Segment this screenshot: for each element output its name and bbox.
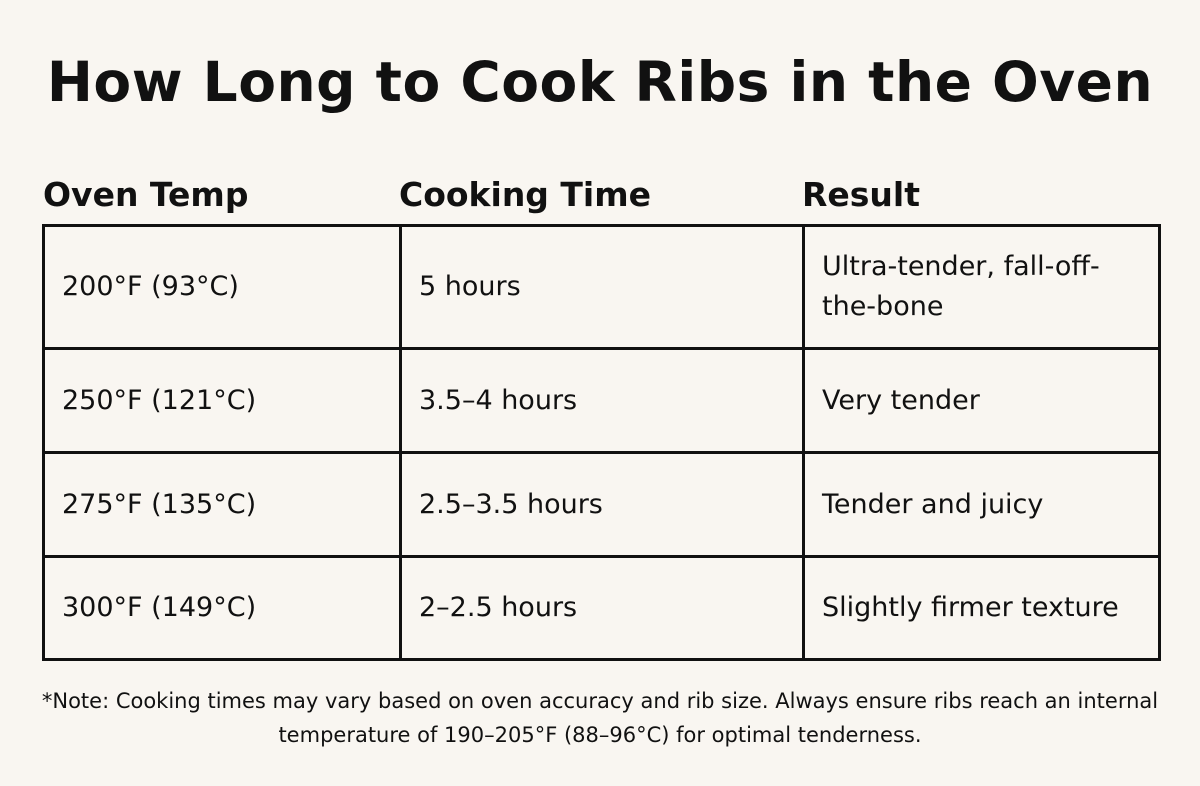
result-cell: Ultra-tender, fall-off-the-bone [802,224,1161,350]
result-cell: Tender and juicy [802,451,1161,558]
column-header-oven-temp: Oven Temp [43,175,249,214]
oven-temp-cell: 275°F (135°C) [42,451,402,558]
footnote: *Note: Cooking times may vary based on o… [41,689,1159,747]
result-cell: Very tender [802,347,1161,454]
cooking-time-cell: 3.5–4 hours [399,347,805,454]
oven-temp-cell: 200°F (93°C) [42,224,402,350]
table-row: 200°F (93°C) 5 hours Ultra-tender, fall-… [42,224,1161,350]
oven-temp-cell: 250°F (121°C) [42,347,402,454]
cooking-time-cell: 5 hours [399,224,805,350]
table-row: 250°F (121°C) 3.5–4 hours Very tender [42,347,1161,454]
oven-temp-cell: 300°F (149°C) [42,555,402,661]
cooking-time-cell: 2.5–3.5 hours [399,451,805,558]
page-title: How Long to Cook Ribs in the Oven [46,50,1154,114]
column-header-cooking-time: Cooking Time [399,175,652,214]
cooking-times-table: 200°F (93°C) 5 hours Ultra-tender, fall-… [42,224,1161,661]
result-cell: Slightly firmer texture [802,555,1161,661]
column-header-result: Result [802,175,921,214]
table-row: 300°F (149°C) 2–2.5 hours Slightly firme… [42,555,1161,661]
cooking-time-cell: 2–2.5 hours [399,555,805,661]
table-row: 275°F (135°C) 2.5–3.5 hours Tender and j… [42,451,1161,558]
